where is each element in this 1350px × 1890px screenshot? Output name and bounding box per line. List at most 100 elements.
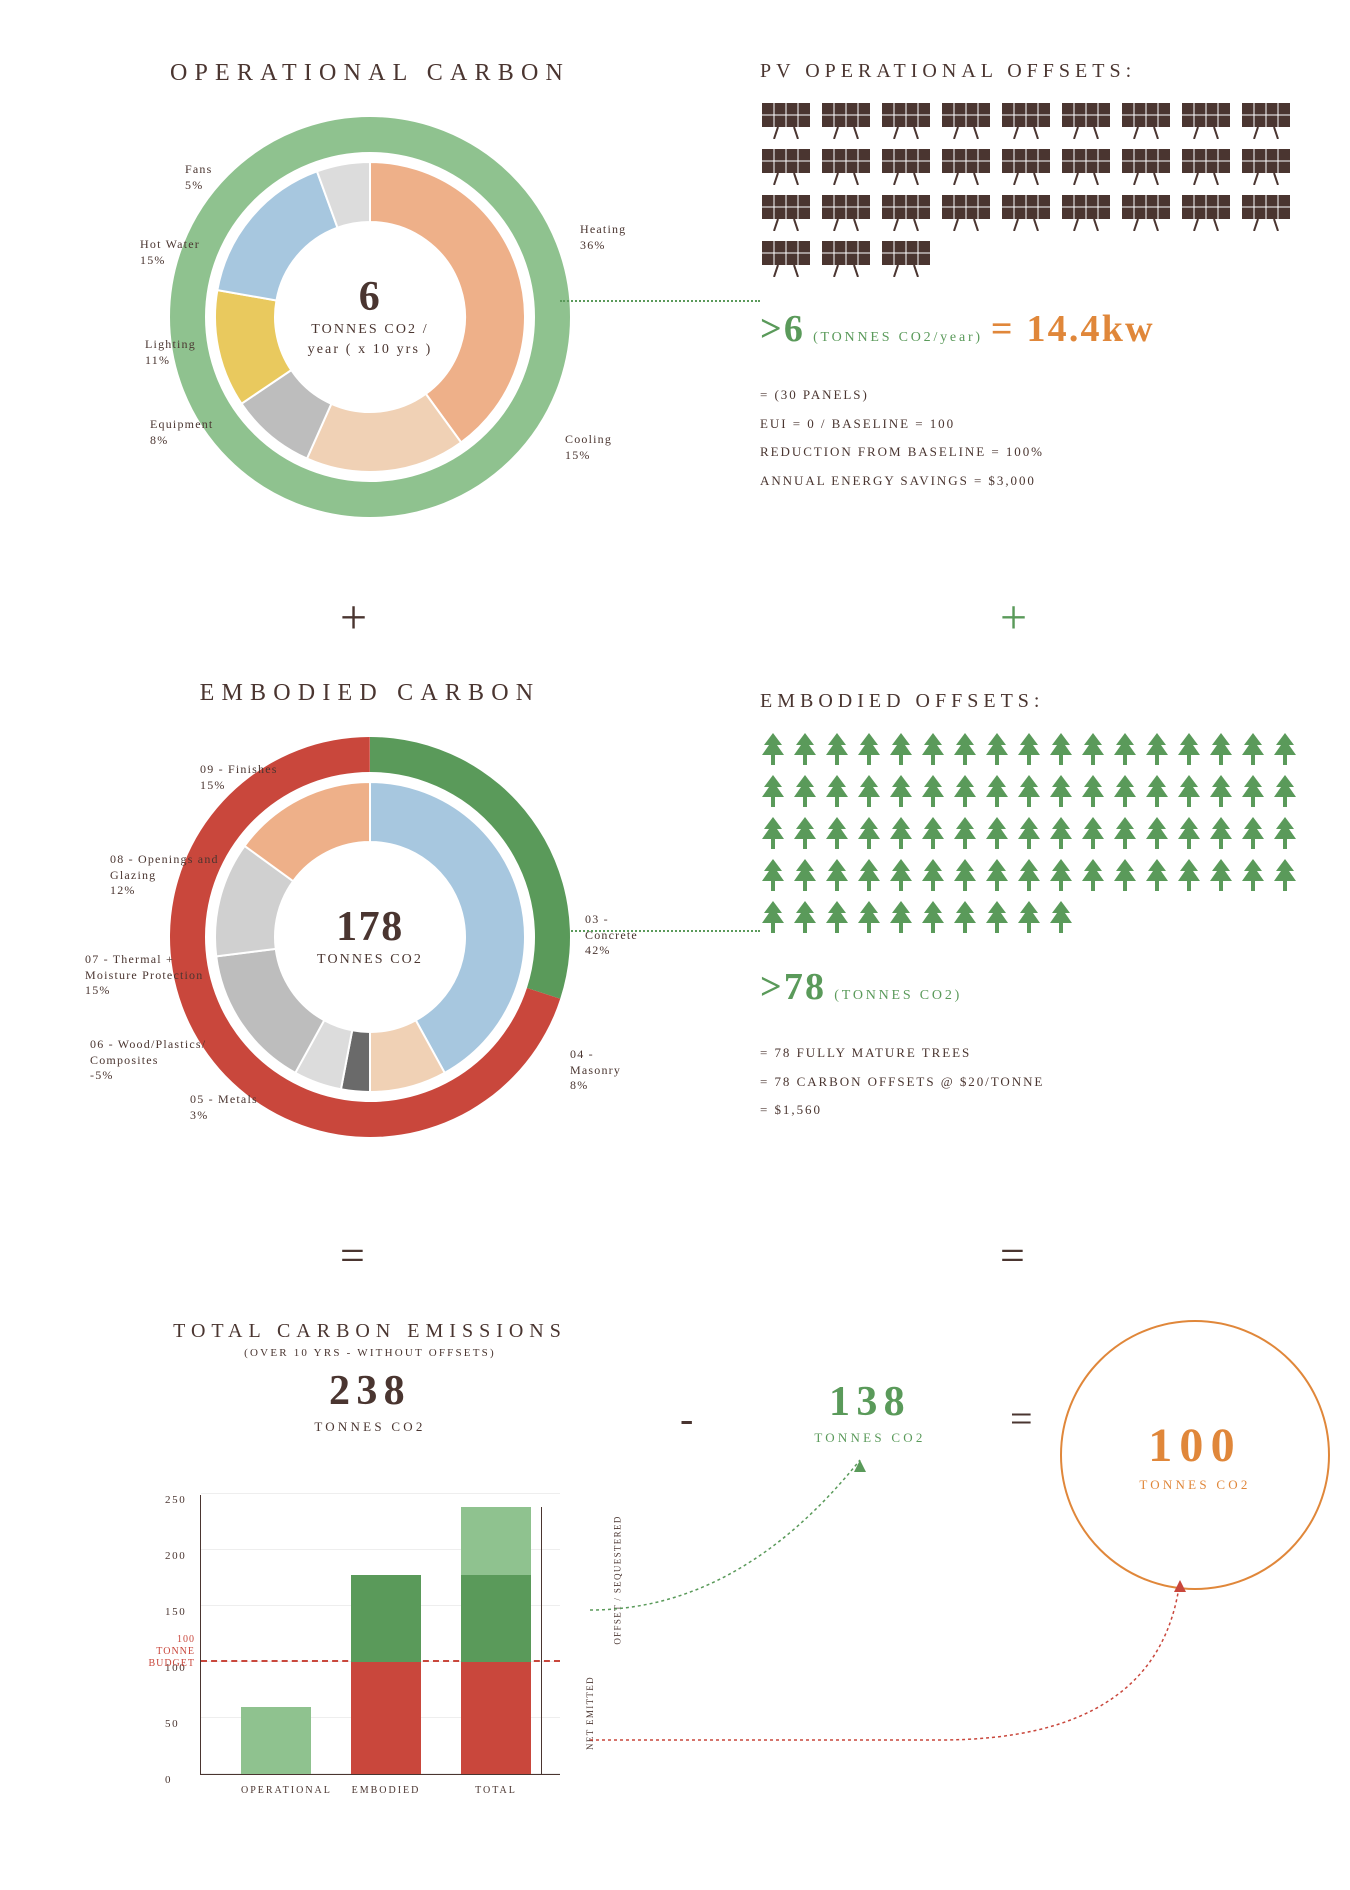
totals-offset: 138 (760, 1378, 980, 1426)
slice-label: Hot Water15% (140, 237, 200, 268)
tree-icon (1112, 857, 1138, 893)
solar-panel-icon (1240, 193, 1292, 231)
bar-xlabel: OPERATIONAL (241, 1785, 311, 1796)
embodied-detail-item: = 78 CARBON OFFSETS @ $20/TONNE (760, 1068, 1320, 1097)
pv-offset-unit: (TONNES CO2/year) (813, 330, 983, 346)
solar-panel-icon (880, 101, 932, 139)
solar-panel-icon (820, 193, 872, 231)
totals-gross: 238 (120, 1367, 620, 1415)
operational-donut: 6 TONNES CO2 / year ( x 10 yrs ) Heating… (160, 107, 580, 527)
tree-icon (1016, 857, 1042, 893)
embodied-offsets-title: EMBODIED OFFSETS: (760, 690, 1320, 713)
solar-panel-icon (880, 239, 932, 277)
bar-xlabel: EMBODIED (351, 1785, 421, 1796)
tree-icon (1208, 731, 1234, 767)
slice-label: Lighting11% (145, 337, 196, 368)
totals-subtitle: (OVER 10 YRS - WITHOUT OFFSETS) (120, 1347, 620, 1359)
tree-icon (1112, 815, 1138, 851)
budget-label: 100TONNE BUDGET (115, 1634, 195, 1670)
tree-icon (984, 899, 1010, 935)
tree-icon (856, 899, 882, 935)
operational-donut-center: 6 TONNES CO2 / year ( x 10 yrs ) (308, 276, 433, 358)
embodied-center-unit: TONNES CO2 (317, 952, 423, 968)
embodied-offset-equation: >78 (TONNES CO2) (760, 965, 1320, 1009)
tree-icon (1016, 815, 1042, 851)
solar-panel-grid (760, 101, 1300, 277)
tree-icon (1208, 773, 1234, 809)
totals-bar-chart: 050100150200250100TONNE BUDGETOPERATIONA… (160, 1465, 580, 1805)
embodied-offset-unit: (TONNES CO2) (834, 988, 962, 1004)
pv-offset-equation: >6 (TONNES CO2/year) = 14.4kw (760, 307, 1320, 351)
tree-icon (792, 815, 818, 851)
tree-icon (760, 899, 786, 935)
operational-section: OPERATIONAL CARBON 6 TONNES CO2 / year (… (120, 60, 620, 527)
tree-icon (920, 857, 946, 893)
tree-icon (1240, 773, 1266, 809)
tree-icon (1208, 857, 1234, 893)
tree-icon (1080, 857, 1106, 893)
operational-center-unit: TONNES CO2 / (308, 322, 433, 338)
bar-ytick: 50 (165, 1718, 179, 1730)
solar-panel-icon (1180, 147, 1232, 185)
solar-panel-icon (1120, 193, 1172, 231)
tree-icon (888, 731, 914, 767)
tree-icon (984, 815, 1010, 851)
pv-detail-item: REDUCTION FROM BASELINE = 100% (760, 438, 1320, 467)
embodied-offsets-section: EMBODIED OFFSETS: (760, 690, 1320, 1125)
tree-icon (1144, 773, 1170, 809)
pv-detail-list: = (30 PANELS)EUI = 0 / BASELINE = 100RED… (760, 381, 1320, 495)
slice-label: 06 - Wood/Plastics/Composites-5% (90, 1037, 206, 1084)
slice-label: Heating36% (580, 222, 626, 253)
tree-icon (984, 857, 1010, 893)
operational-center-unit2: year ( x 10 yrs ) (308, 342, 433, 358)
tree-icon (888, 773, 914, 809)
embodied-section: EMBODIED CARBON 178 TONNES CO2 09 - Fini… (120, 680, 620, 1147)
solar-panel-icon (1060, 193, 1112, 231)
plus-left-1: + (340, 590, 369, 645)
embodied-center-value: 178 (317, 906, 423, 948)
solar-panel-icon (1180, 101, 1232, 139)
tree-icon (888, 899, 914, 935)
pv-offsets-title: PV OPERATIONAL OFFSETS: (760, 60, 1320, 83)
solar-panel-icon (760, 101, 812, 139)
operational-center-value: 6 (308, 276, 433, 318)
tree-icon (856, 815, 882, 851)
tree-icon (792, 857, 818, 893)
tree-icon (952, 815, 978, 851)
arrow-operational-to-pv (560, 300, 760, 302)
tree-icon (1208, 815, 1234, 851)
tree-icon (888, 815, 914, 851)
tree-icon (824, 773, 850, 809)
tree-icon (984, 731, 1010, 767)
solar-panel-icon (1180, 193, 1232, 231)
solar-panel-icon (940, 147, 992, 185)
equals-right: = (1000, 1230, 1026, 1281)
tree-icon (760, 773, 786, 809)
tree-icon (920, 773, 946, 809)
bar-ytick: 0 (165, 1774, 172, 1786)
tree-icon (824, 731, 850, 767)
tree-icon (1144, 731, 1170, 767)
tree-icon (1048, 857, 1074, 893)
tree-icon (824, 857, 850, 893)
solar-panel-icon (760, 147, 812, 185)
bar-ytick: 200 (165, 1550, 186, 1562)
tree-icon (760, 815, 786, 851)
solar-panel-icon (820, 101, 872, 139)
solar-panel-icon (880, 193, 932, 231)
plus-right-1: + (1000, 590, 1029, 645)
tree-icon (952, 899, 978, 935)
tree-icon (1048, 815, 1074, 851)
embodied-detail-item: = $1,560 (760, 1096, 1320, 1125)
tree-icon (1272, 731, 1298, 767)
tree-icon (1080, 815, 1106, 851)
tree-icon (952, 773, 978, 809)
slice-label: 09 - Finishes15% (200, 762, 278, 793)
pv-detail-item: EUI = 0 / BASELINE = 100 (760, 410, 1320, 439)
totals-title: TOTAL CARBON EMISSIONS (120, 1320, 620, 1343)
tree-grid (760, 731, 1300, 935)
slice-label: Fans5% (185, 162, 212, 193)
tree-icon (952, 731, 978, 767)
embodied-title: EMBODIED CARBON (120, 680, 620, 707)
bar-axis: 050100150200250100TONNE BUDGETOPERATIONA… (200, 1495, 560, 1775)
